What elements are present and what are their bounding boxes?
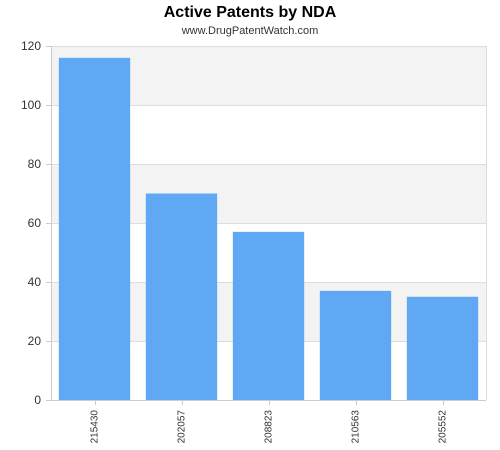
- y-tick-label: 80: [28, 157, 42, 171]
- x-tick-label: 202057: [177, 410, 188, 444]
- x-axis-ticks: 215430 202057 208823 210563 205552: [90, 400, 449, 443]
- bar: [146, 194, 217, 401]
- x-tick-label: 205552: [438, 410, 449, 444]
- y-tick-label: 0: [34, 393, 41, 407]
- x-tick-label: 210563: [351, 410, 362, 444]
- y-tick-label: 60: [28, 216, 42, 230]
- bar: [59, 58, 130, 400]
- x-tick-label: 208823: [264, 410, 275, 444]
- x-tick-label: 215430: [90, 410, 101, 444]
- y-tick-label: 100: [21, 98, 41, 112]
- y-axis-ticks: 0 20 40 60 80 100 120: [21, 39, 51, 407]
- bar: [320, 291, 391, 400]
- bar: [407, 297, 478, 400]
- y-tick-label: 20: [28, 334, 42, 348]
- y-tick-label: 40: [28, 275, 42, 289]
- bars: [59, 58, 478, 400]
- bar: [233, 232, 304, 400]
- y-tick-label: 120: [21, 39, 41, 53]
